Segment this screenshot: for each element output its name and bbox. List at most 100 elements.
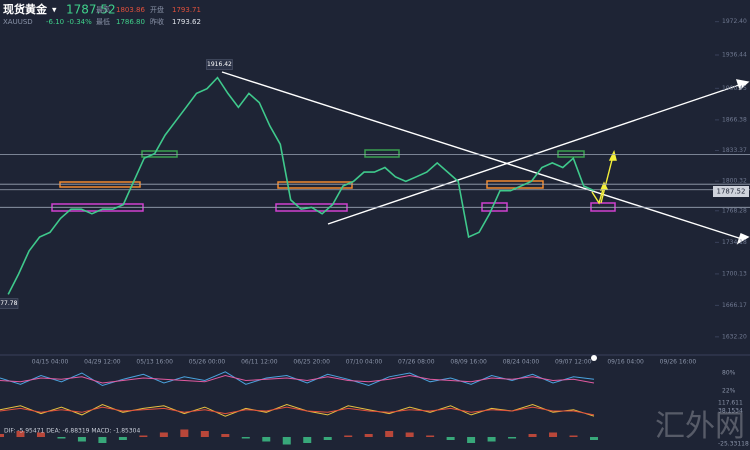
- macd-bar: [323, 437, 332, 440]
- x-tick-label: 06/11 12:00: [241, 359, 278, 366]
- osc-label: 80%: [722, 370, 736, 377]
- indicator-line: [0, 403, 595, 417]
- macd-bar: [549, 432, 558, 437]
- macd-bar: [590, 437, 598, 440]
- macd-bar: [159, 432, 168, 437]
- macd-bar: [405, 432, 414, 437]
- stat-value: 1793.71: [172, 6, 201, 14]
- forecast-arrows: [591, 149, 617, 205]
- x-tick-label: 04/15 04:00: [32, 359, 69, 366]
- price-line: [7, 76, 595, 295]
- macd-bar: [282, 437, 291, 445]
- macd-bar: [77, 437, 86, 442]
- x-tick-label: 08/09 16:00: [450, 359, 487, 366]
- y-tick-label: 1833.37: [722, 147, 747, 154]
- macd-bar: [98, 437, 107, 443]
- symbol: XAUUSD: [3, 18, 33, 26]
- y-tick-label: 1800.32: [722, 178, 747, 185]
- trend-lines: [221, 71, 750, 245]
- y-tick-label: 1972.40: [722, 18, 747, 25]
- zone-box: [557, 150, 585, 158]
- arrow: [591, 185, 605, 205]
- macd-bar: [241, 437, 250, 439]
- y-tick-label: 1866.38: [722, 116, 747, 123]
- watermark: 汇外网: [655, 409, 745, 444]
- arrow: [600, 155, 614, 204]
- x-tick-label: 05/26 00:00: [189, 359, 226, 366]
- macd-label: DIF: -5.95471 DEA: -6.88319 MACD: -1.853…: [4, 428, 140, 435]
- change-pct: -0.34%: [67, 18, 92, 26]
- macd-bar: [16, 431, 25, 437]
- last-price: 1787.52: [66, 3, 116, 17]
- macd-bar: [344, 435, 353, 437]
- zone-box: [277, 181, 353, 189]
- macd-bar: [200, 431, 209, 437]
- y-tick-label: 1632.20: [722, 333, 747, 340]
- x-tick-label: 09/16 04:00: [607, 359, 644, 366]
- stat-label: 昨收: [150, 17, 164, 26]
- arrow-head: [736, 233, 750, 245]
- macd-bar: [180, 429, 189, 437]
- x-tick-label: 09/07 12:00: [555, 359, 592, 366]
- x-tick-label: 06/25 20:00: [293, 359, 330, 366]
- change: -6.10: [46, 18, 64, 26]
- macd-bar: [36, 432, 45, 437]
- x-tick-label: 04/29 12:00: [84, 359, 121, 366]
- stat-label: 最低: [96, 17, 110, 26]
- arrow-head: [735, 79, 750, 91]
- indicator-line: [0, 406, 595, 416]
- macd-bar: [508, 437, 517, 439]
- macd-bar: [467, 437, 476, 443]
- macd-bar: [426, 435, 435, 437]
- annotation-box: [206, 59, 233, 70]
- annotation: 1677.78: [0, 300, 18, 307]
- indicator-axis-label: -25.33118: [718, 441, 749, 448]
- trend-line: [327, 83, 743, 225]
- stat-value: 1803.86: [116, 6, 145, 14]
- stat-label: 最高: [96, 5, 110, 14]
- macd-bar: [118, 437, 127, 440]
- dropdown-arrow[interactable]: ▾: [52, 6, 57, 16]
- annotation: 1916.42: [207, 61, 232, 68]
- x-tick-label: 05/13 16:00: [136, 359, 173, 366]
- macd-bar: [385, 431, 394, 437]
- y-tick-label: 1900.45: [722, 85, 747, 92]
- stat-value: 1786.80: [116, 18, 145, 26]
- macd-bar: [57, 437, 66, 439]
- x-tick-label: 08/24 04:00: [503, 359, 540, 366]
- macd-bar: [0, 434, 4, 437]
- macd-bar: [139, 435, 148, 437]
- y-tick-label: 1734.18: [722, 239, 747, 246]
- x-tick-label: 09/26 16:00: [660, 359, 697, 366]
- macd-bar: [262, 437, 271, 442]
- indicator-axis-label: 38.1534: [718, 408, 743, 415]
- zone-box: [364, 149, 400, 158]
- macd-bar: [364, 434, 373, 437]
- stat-value: 1793.62: [172, 18, 201, 26]
- price-tag-label: 1787.52: [717, 188, 746, 196]
- price-tag: [713, 186, 749, 197]
- x-tick-label: 07/26 08:00: [398, 359, 435, 366]
- trend-line: [221, 71, 743, 240]
- macd-bar: [569, 435, 578, 437]
- indicator-line: [0, 374, 595, 384]
- macd-bar: [528, 434, 537, 437]
- y-tick-label: 1666.17: [722, 302, 747, 309]
- y-tick-label: 1936.44: [722, 51, 747, 58]
- macd-bar: [221, 434, 230, 437]
- osc-label: 22%: [722, 388, 736, 395]
- indicator-axis-label: 117.611: [718, 400, 743, 407]
- x-tick-label: 07/10 04:00: [346, 359, 383, 366]
- cursor-dot[interactable]: [591, 355, 597, 361]
- arrow-head: [608, 149, 617, 161]
- stat-label: 开盘: [150, 5, 164, 14]
- macd-bar: [487, 437, 496, 442]
- macd-bar: [446, 437, 455, 440]
- macd-bar: [303, 437, 312, 443]
- y-tick-label: 1700.13: [722, 270, 747, 277]
- zone-box: [141, 150, 178, 158]
- y-tick-label: 1768.28: [722, 207, 747, 214]
- instrument-name[interactable]: 现货黄金: [3, 2, 48, 16]
